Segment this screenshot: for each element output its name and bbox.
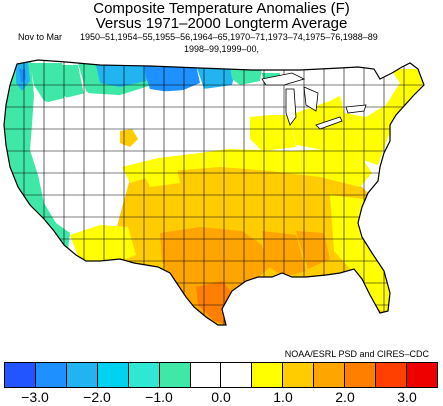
map-title-line2: Versus 1971–2000 Longterm Average [95,15,348,32]
northern-plains-coldest [144,65,200,93]
great-basin-neutral [44,93,122,231]
texas-warm-region [160,227,270,325]
color-scale-swatch [128,363,160,387]
color-scale-swatch [252,363,284,387]
color-scale-swatch [221,363,253,387]
color-scale-tick-label: −2.0 [83,389,111,405]
color-scale-swatch [283,363,315,387]
color-scale-bar [4,362,438,388]
color-scale-swatch [35,363,67,387]
central-yellow-band [122,149,372,187]
color-scale-swatch [376,363,407,387]
color-scale-tick-label: 2.0 [335,389,355,405]
season-label: Nov to Mar [18,32,63,42]
montana-cold-region [96,65,150,87]
color-scale-swatch [406,363,437,387]
color-scale-swatch [97,363,129,387]
color-scale-swatch [159,363,191,387]
minnesota-cool [230,67,262,85]
color-scale-tick-label: 0.0 [211,389,231,405]
southeast-inland-warm [296,231,330,269]
color-scale-swatch [190,363,222,387]
lake-superior [261,72,306,86]
color-scale-swatch [5,363,36,387]
anomaly-regions [4,60,424,325]
color-scale-swatch [66,363,98,387]
southwest-yellow [70,225,136,267]
central-plains-neutral [124,85,292,163]
new-england-neutral [340,71,400,117]
composite-years-line1: 1950–51,1954–55,1955–56,1964–65,1970–71,… [80,32,378,42]
lake-michigan [285,88,297,126]
map-title-line1: Composite Temperature Anomalies (F) [93,0,350,17]
ohio-valley-yellow [250,115,296,151]
southeast-yellow [330,195,392,315]
northwest-interior-cool [30,63,70,105]
plains-yellow-strip [140,163,180,187]
color-scale-tick-label: 3.0 [397,389,417,405]
data-source-credit: NOAA/ESRL PSD and CIRES–CDC [284,349,429,359]
lake-ontario [345,104,367,114]
color-scale-tick-label: 1.0 [273,389,293,405]
north-dakota-cold [196,65,236,89]
lake-huron [303,86,319,112]
wyoming-warm-blob-top [120,129,138,147]
color-scale-swatch [314,363,346,387]
color-scale-labels: −3.0 −2.0 −1.0 0.0 1.0 2.0 3.0 [0,389,443,406]
lake-erie [315,116,343,130]
color-scale-tick-label: −1.0 [145,389,173,405]
color-scale-tick-label: −3.0 [21,389,49,405]
great-lakes [261,72,367,130]
us-climate-division-map [3,59,425,326]
composite-years-line2: 1998–99,1999–00, [183,44,260,54]
color-scale-swatch [345,363,377,387]
